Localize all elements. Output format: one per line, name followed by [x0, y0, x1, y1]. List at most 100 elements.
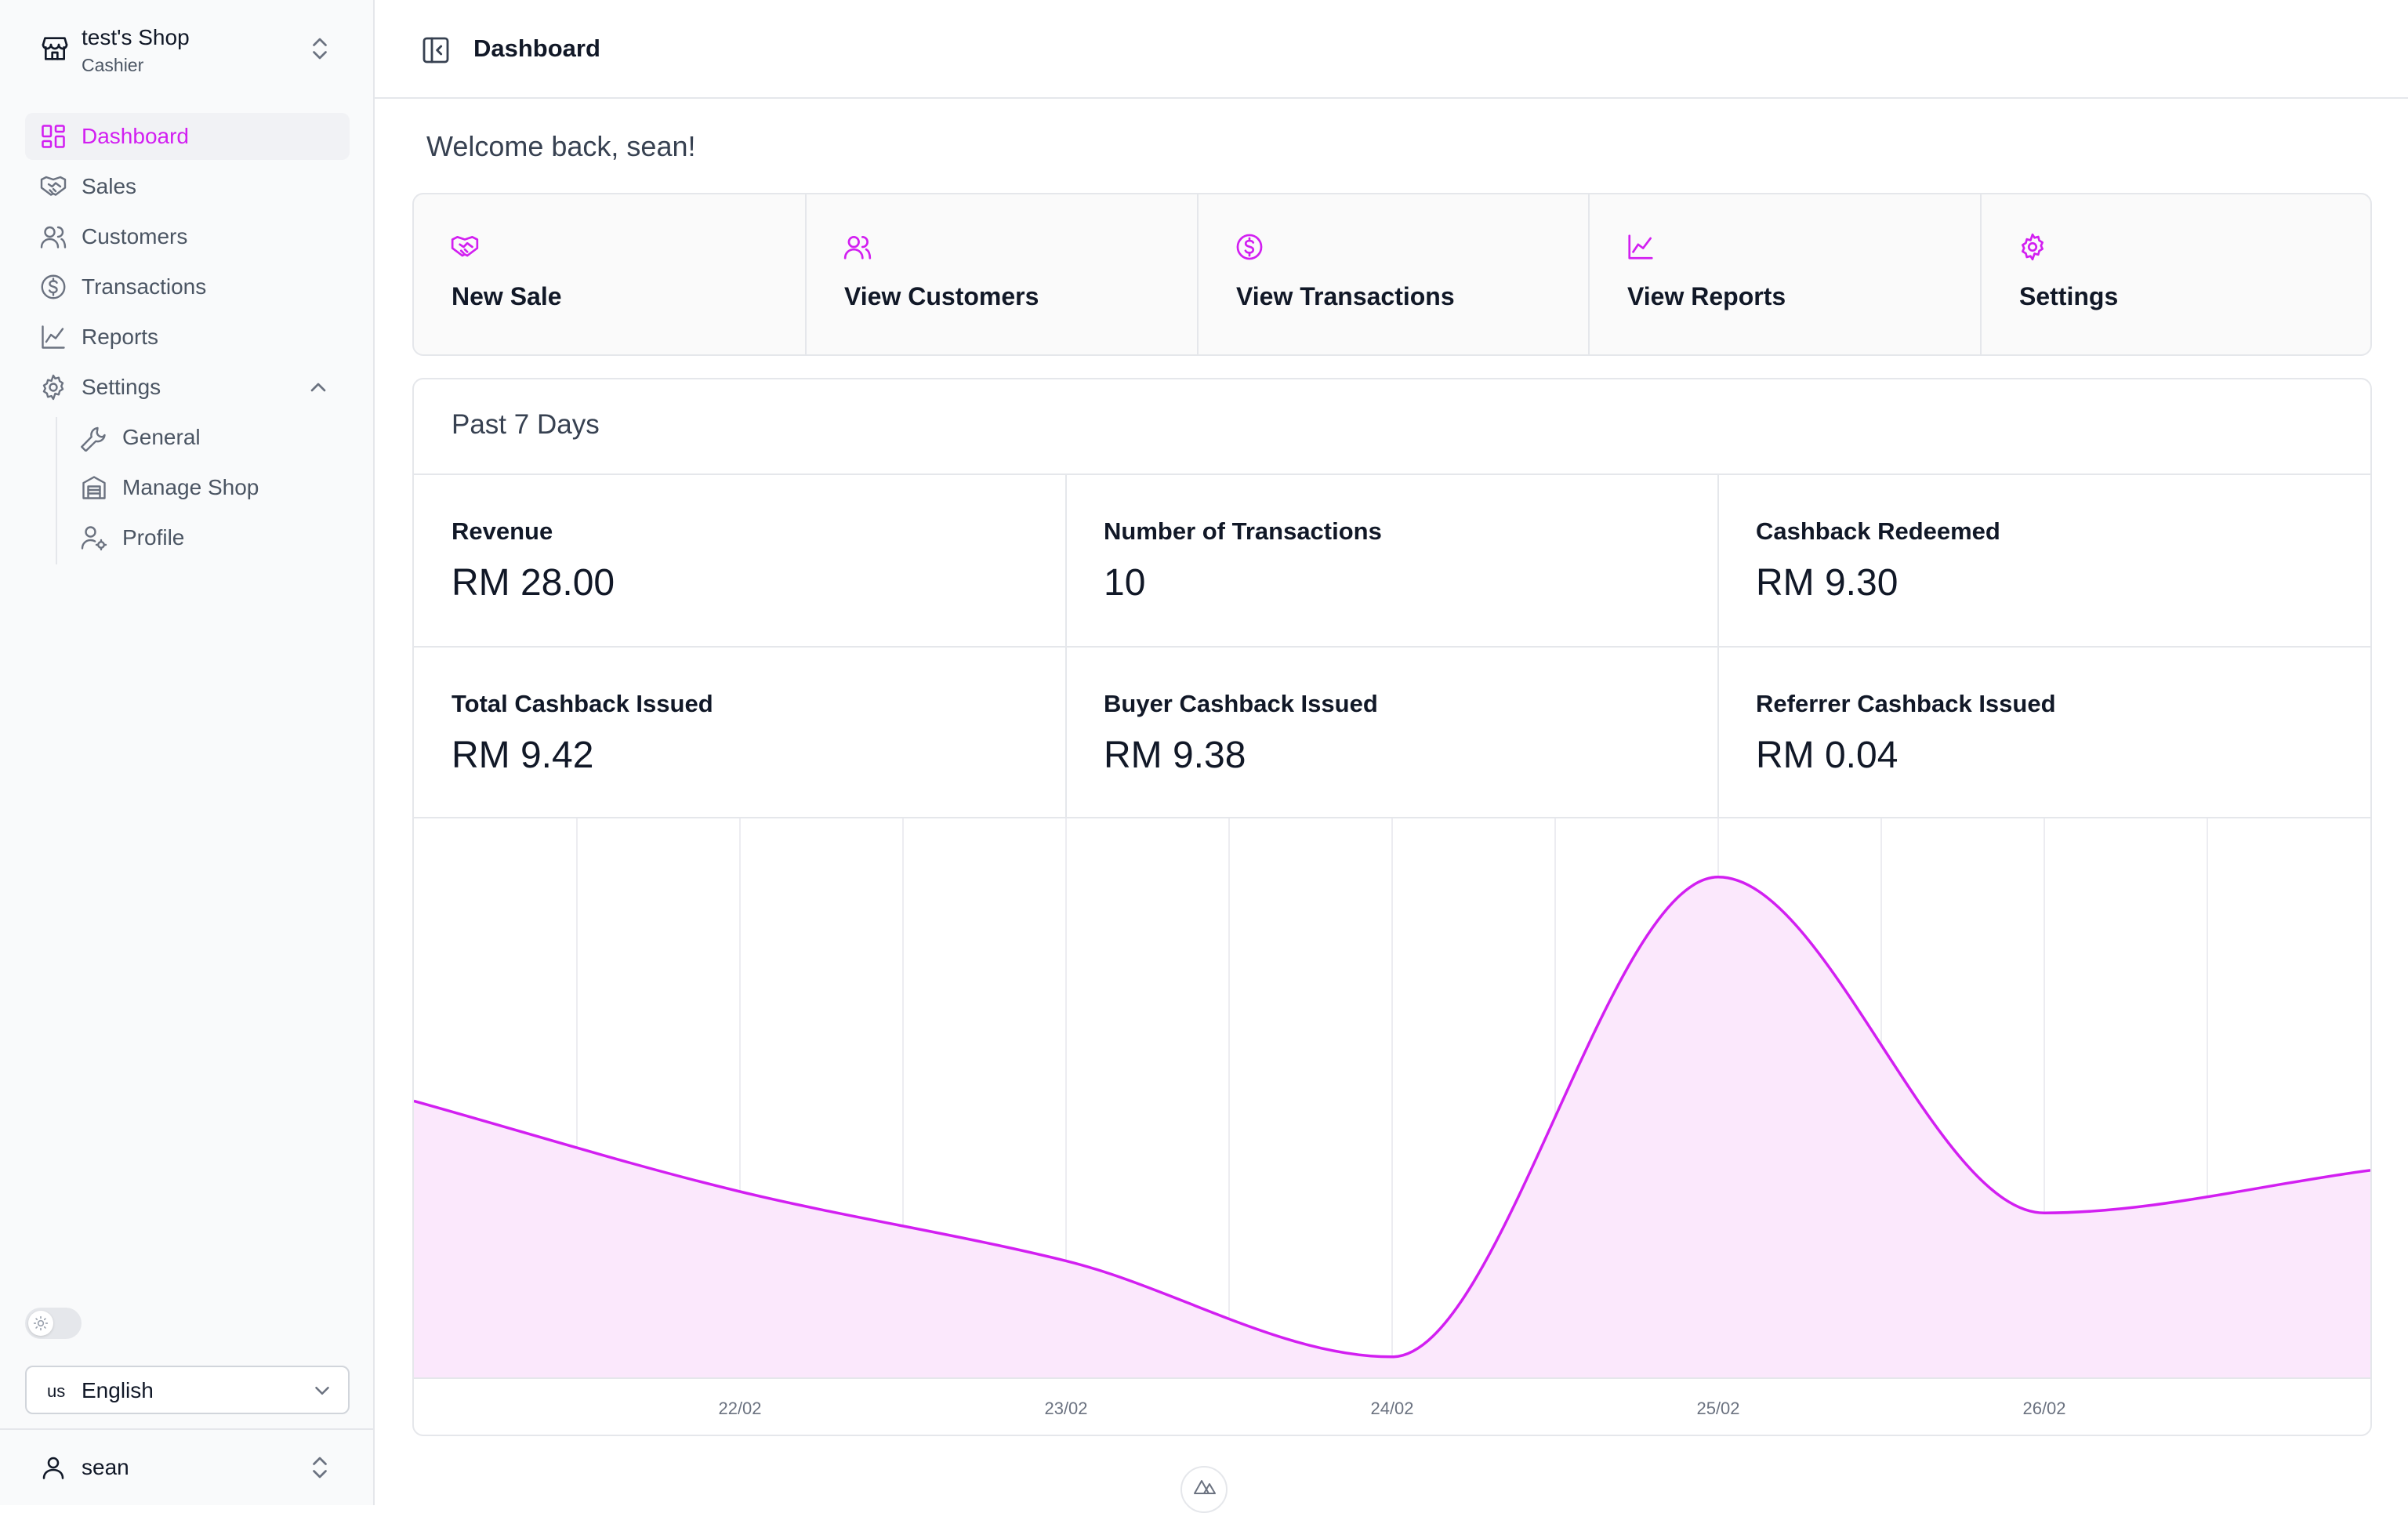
divider [1717, 648, 1719, 818]
stat-label: Cashback Redeemed [1756, 517, 2000, 545]
welcome-message: Welcome back, sean! [426, 130, 696, 162]
user-name: sean [82, 1455, 129, 1479]
quick-actions: New Sale View Customers View Transaction… [412, 193, 2372, 356]
top-bar: Dashboard [375, 0, 2408, 99]
dashboard-icon [39, 122, 67, 151]
stat-value: RM 9.30 [1756, 562, 1898, 604]
stat-label: Revenue [452, 517, 553, 545]
stat-transactions: Number of Transactions 10 [1066, 475, 1718, 646]
store-icon [80, 473, 108, 502]
shop-name: test's Shop [82, 25, 190, 49]
sidebar-item-label: Sales [82, 174, 137, 198]
chart-series-line [414, 876, 2370, 1359]
divider [414, 817, 2370, 818]
stat-value: RM 9.38 [1104, 735, 1246, 776]
stat-value: RM 9.42 [452, 735, 594, 776]
new-sale-button[interactable]: New Sale [414, 194, 806, 354]
sidebar-collapse-icon[interactable] [420, 34, 452, 66]
action-label: Settings [2019, 282, 2119, 310]
sidebar-item-label: Reports [82, 325, 159, 349]
stat-buyer-cashback: Buyer Cashback Issued RM 9.38 [1066, 648, 1718, 818]
stat-referrer-cashback: Referrer Cashback Issued RM 0.04 [1718, 648, 2370, 818]
stat-value: 10 [1104, 562, 1146, 604]
sidebar-item-label: Manage Shop [122, 475, 259, 499]
handshake-icon [450, 232, 480, 262]
sidebar-item-label: Customers [82, 224, 188, 249]
toggle-knob [28, 1311, 53, 1336]
sidebar-item-sales[interactable]: Sales [25, 163, 350, 210]
divider [414, 646, 2370, 648]
chevron-down-icon [310, 1379, 334, 1402]
stats-header: Past 7 Days [414, 379, 2370, 475]
theme-toggle[interactable] [25, 1308, 82, 1339]
users-icon [39, 223, 67, 251]
chart-x-tick-label: 24/02 [1370, 1399, 1413, 1418]
action-label: New Sale [452, 282, 562, 310]
language-label: English [82, 1378, 154, 1402]
stat-label: Buyer Cashback Issued [1104, 690, 1378, 717]
page-title: Dashboard [473, 34, 600, 62]
chart-x-tick-label: 26/02 [2022, 1399, 2065, 1418]
user-menu[interactable]: sean [25, 1444, 350, 1491]
sidebar-item-label: Transactions [82, 274, 207, 299]
divider [0, 1428, 373, 1430]
stat-value: RM 28.00 [452, 562, 615, 604]
view-customers-button[interactable]: View Customers [805, 194, 1197, 354]
chevron-up-down-icon [306, 34, 334, 63]
chart-x-tick-label: 22/02 [718, 1399, 761, 1418]
view-reports-button[interactable]: View Reports [1588, 194, 1980, 354]
devtools-badge[interactable] [1180, 1466, 1228, 1513]
sidebar: test's Shop Cashier Dashboard Sales [0, 0, 375, 1505]
chevron-up-down-icon [306, 1453, 334, 1482]
language-select[interactable]: us English [25, 1366, 350, 1414]
sidebar-subitem-manage-shop[interactable]: Manage Shop [66, 464, 340, 511]
action-label: View Reports [1627, 282, 1786, 310]
shop-switcher[interactable]: test's Shop Cashier [25, 22, 339, 78]
stat-cashback-redeemed: Cashback Redeemed RM 9.30 [1718, 475, 2370, 646]
shop-role: Cashier [82, 55, 144, 75]
action-label: View Transactions [1236, 282, 1455, 310]
revenue-area-chart: 22/02 23/02 24/02 25/02 26/02 [414, 818, 2370, 1418]
chart-x-tick-label: 25/02 [1696, 1399, 1739, 1418]
stats-title: Past 7 Days [452, 409, 600, 440]
sidebar-item-label: Settings [82, 375, 161, 399]
sidebar-item-customers[interactable]: Customers [25, 213, 350, 260]
sidebar-item-transactions[interactable]: Transactions [25, 263, 350, 310]
sidebar-subitem-profile[interactable]: Profile [66, 514, 340, 561]
sidebar-item-reports[interactable]: Reports [25, 314, 350, 361]
stat-total-cashback: Total Cashback Issued RM 9.42 [414, 648, 1066, 818]
stat-label: Total Cashback Issued [452, 690, 713, 717]
stat-revenue: Revenue RM 28.00 [414, 475, 1066, 646]
wrench-icon [80, 423, 108, 452]
subnav-divider [56, 417, 57, 564]
chart-line-icon [1626, 232, 1656, 262]
divider [1717, 475, 1719, 646]
divider [1065, 475, 1067, 646]
dollar-circle-icon [39, 273, 67, 301]
stat-value: RM 0.04 [1756, 735, 1898, 776]
chart-line-icon [39, 323, 67, 351]
sidebar-item-label: General [122, 425, 201, 449]
user-cog-icon [80, 524, 108, 552]
sidebar-item-label: Profile [122, 525, 185, 550]
user-icon [39, 1453, 67, 1482]
handshake-icon [39, 172, 67, 201]
stat-label: Referrer Cashback Issued [1756, 690, 2056, 717]
gear-icon [39, 373, 67, 401]
sidebar-item-label: Dashboard [82, 124, 189, 148]
sidebar-item-dashboard[interactable]: Dashboard [25, 113, 350, 160]
users-icon [843, 232, 872, 262]
view-transactions-button[interactable]: View Transactions [1197, 194, 1589, 354]
gear-icon [2018, 232, 2047, 262]
stat-label: Number of Transactions [1104, 517, 1382, 545]
store-icon [39, 33, 71, 64]
language-flag-code: us [47, 1381, 66, 1401]
sidebar-item-settings[interactable]: Settings [25, 364, 350, 411]
divider [1065, 648, 1067, 818]
sidebar-subitem-general[interactable]: General [66, 414, 340, 461]
action-label: View Customers [844, 282, 1039, 310]
stats-card: Past 7 Days Revenue RM 28.00 Number of T… [412, 378, 2372, 1436]
chart-x-tick-label: 23/02 [1044, 1399, 1087, 1418]
settings-button[interactable]: Settings [1980, 194, 2370, 354]
chart-area [414, 876, 2370, 1378]
